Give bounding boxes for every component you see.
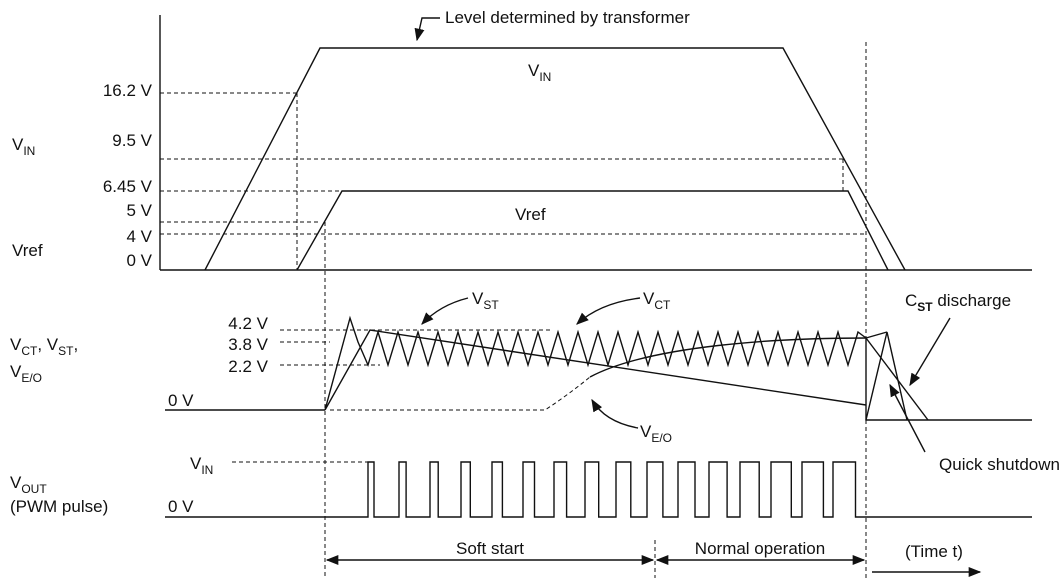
subscript: OUT	[21, 482, 47, 496]
subscript: E/O	[651, 431, 672, 445]
label: VIN	[190, 454, 213, 477]
text-part: C	[905, 291, 917, 310]
label: Vref	[515, 205, 546, 224]
label: Normal operation	[695, 539, 825, 558]
text-part: ,	[73, 335, 78, 354]
text-part: discharge	[933, 291, 1011, 310]
text-part: V	[643, 289, 655, 308]
subscript: ST	[58, 344, 74, 358]
label: 0 V	[168, 391, 194, 410]
label: Soft start	[456, 539, 524, 558]
label: Vref	[12, 241, 43, 260]
label: VIN	[528, 61, 551, 84]
text-part: V	[12, 135, 24, 154]
text-part: , V	[37, 335, 58, 354]
subscript: CT	[654, 298, 671, 312]
label: VOUT	[10, 473, 47, 496]
text-part: V	[10, 473, 22, 492]
subscript: IN	[201, 463, 213, 477]
text-part: V	[10, 335, 22, 354]
text-part: V	[10, 362, 22, 381]
label: 6.45 V	[103, 177, 153, 196]
subscript: IN	[539, 70, 551, 84]
text-part: V	[190, 454, 202, 473]
label: VCT	[643, 289, 671, 312]
label: 4.2 V	[228, 314, 268, 333]
text-part: V	[640, 422, 652, 441]
label: 0 V	[168, 497, 194, 516]
label: VE/O	[10, 362, 42, 385]
label: (Time t)	[905, 542, 963, 561]
subscript: ST	[483, 298, 499, 312]
text-part: V	[472, 289, 484, 308]
label: Level determined by transformer	[445, 8, 690, 27]
subscript: CT	[21, 344, 38, 358]
label: 4 V	[126, 227, 152, 246]
label: (PWM pulse)	[10, 497, 108, 516]
label: VE/O	[640, 422, 672, 445]
label: VIN	[12, 135, 35, 158]
label: 2.2 V	[228, 357, 268, 376]
label: CST discharge	[905, 291, 1011, 314]
label: 3.8 V	[228, 335, 268, 354]
label: VCT, VST,	[10, 335, 78, 358]
middle-panel	[165, 297, 1032, 453]
text-part: V	[528, 61, 540, 80]
bottom-panel	[165, 461, 1032, 578]
label: 5 V	[126, 201, 152, 220]
label: 0 V	[126, 251, 152, 270]
subscript: IN	[23, 144, 35, 158]
subscript: ST	[917, 300, 933, 314]
top-panel	[159, 15, 1032, 271]
subscript: E/O	[21, 371, 42, 385]
label: 16.2 V	[103, 81, 153, 100]
label: 9.5 V	[112, 131, 152, 150]
label: VST	[472, 289, 499, 312]
label: Quick shutdown	[939, 455, 1060, 474]
